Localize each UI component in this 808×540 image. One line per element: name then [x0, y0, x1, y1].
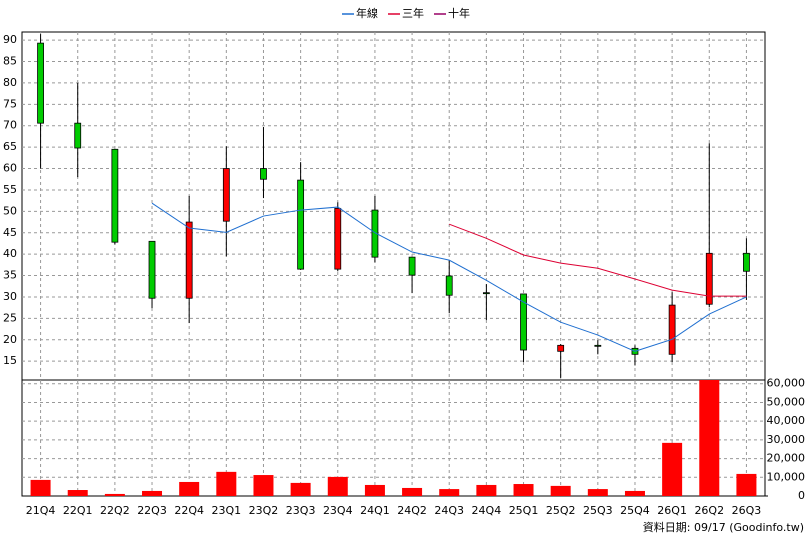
ma-line [449, 223, 747, 297]
y-tick-label: 25 [3, 311, 17, 324]
volume-bar [476, 484, 497, 496]
volume-bar [662, 442, 683, 496]
y-tick-label: 15 [3, 354, 17, 367]
volume-bar [104, 493, 125, 496]
y-tick-label: 90 [3, 33, 17, 46]
y-tick-label: 20 [3, 333, 17, 346]
volume-bar [439, 489, 460, 496]
candle-body [668, 304, 676, 355]
candle-body [594, 344, 602, 347]
y2-tick-label: 0 [798, 489, 805, 502]
candle-body [743, 252, 750, 272]
x-tick-label: 24Q4 [472, 504, 502, 517]
x-tick-label: 26Q2 [694, 504, 724, 517]
y2-tick-label: 10,000 [767, 470, 806, 483]
legend-label: 三年 [402, 6, 424, 20]
volume-bar [67, 490, 88, 496]
x-tick-label: 22Q4 [174, 504, 204, 517]
candle-body [260, 168, 267, 180]
x-tick-label: 25Q1 [509, 504, 539, 517]
y2-tick-label: 40,000 [767, 414, 806, 427]
volume-bar [290, 482, 311, 496]
x-tick-label: 26Q3 [732, 504, 762, 517]
x-tick-label: 23Q4 [323, 504, 353, 517]
candle-body [148, 240, 156, 299]
volume-bar [624, 490, 645, 496]
y-tick-label: 80 [3, 76, 17, 89]
candle-body [482, 292, 490, 295]
x-tick-label: 25Q3 [583, 504, 613, 517]
footer: 資料日期: 09/17 (Goodinfo.tw) [643, 520, 804, 534]
candle-body [520, 293, 527, 351]
y-tick-label: 65 [3, 140, 17, 153]
x-tick-label: 25Q2 [546, 504, 576, 517]
y-tick-label: 60 [3, 162, 17, 175]
x-tick-label: 22Q3 [137, 504, 167, 517]
ma-line [151, 202, 747, 352]
y-tick-label: 30 [3, 290, 17, 303]
x-tick-label: 24Q2 [397, 504, 427, 517]
y2-tick-label: 20,000 [767, 452, 806, 465]
volume-bar [736, 473, 757, 496]
x-tick-label: 26Q1 [657, 504, 687, 517]
volume-bar [327, 476, 348, 496]
y-tick-label: 50 [3, 204, 17, 217]
candle-body [445, 275, 453, 296]
candle-body [74, 122, 82, 149]
y2-tick-label: 50,000 [767, 395, 806, 408]
candle-body [408, 256, 416, 276]
volume-bar [587, 489, 608, 496]
candle-body [705, 252, 713, 305]
volume-bar [550, 485, 571, 496]
y-tick-label: 70 [3, 119, 17, 132]
y-tick-label: 85 [3, 55, 17, 68]
volume-bar [364, 484, 385, 496]
y-tick-label: 55 [3, 183, 17, 196]
legend-label: 十年 [448, 6, 470, 20]
candle-body [111, 148, 119, 243]
volume-bar [216, 471, 237, 496]
candle-body [185, 221, 193, 299]
candle-body [371, 209, 379, 258]
x-tick-label: 22Q2 [100, 504, 130, 517]
volume-bar [402, 487, 423, 496]
candle-body [557, 344, 565, 352]
x-tick-label: 24Q3 [434, 504, 464, 517]
y-tick-label: 35 [3, 269, 17, 282]
plot-frame [21, 31, 766, 497]
candle-body [297, 179, 305, 270]
x-tick-label: 21Q4 [26, 504, 56, 517]
x-tick-label: 23Q3 [286, 504, 316, 517]
y-tick-label: 75 [3, 97, 17, 110]
y2-tick-label: 60,000 [767, 377, 806, 390]
legend-label: 年線 [356, 6, 378, 20]
y-tick-label: 40 [3, 247, 17, 260]
candle-body [334, 207, 342, 270]
x-tick-label: 23Q2 [249, 504, 279, 517]
x-tick-label: 25Q4 [620, 504, 650, 517]
candle-body [37, 42, 44, 124]
y2-tick-label: 30,000 [767, 433, 806, 446]
y-tick-label: 45 [3, 226, 17, 239]
x-tick-label: 24Q1 [360, 504, 390, 517]
candle-body [222, 168, 230, 222]
x-tick-label: 23Q1 [211, 504, 241, 517]
volume-bar [179, 481, 200, 496]
volume-bar [699, 380, 720, 496]
volume-bar [142, 490, 163, 496]
volume-bar [513, 484, 534, 496]
volume-bar [253, 475, 274, 496]
x-tick-label: 22Q1 [63, 504, 93, 517]
volume-bar [30, 479, 51, 496]
